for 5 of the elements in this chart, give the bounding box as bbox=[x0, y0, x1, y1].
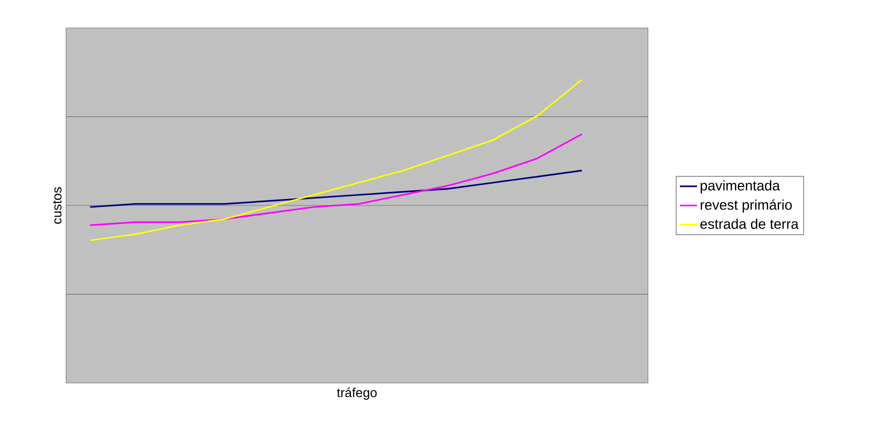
y-axis-title: custos bbox=[52, 187, 62, 224]
legend-label: estrada de terra bbox=[700, 218, 799, 229]
legend-label: revest primário bbox=[700, 199, 792, 213]
x-axis-title: tráfego bbox=[336, 388, 377, 400]
legend-label: pavimentada bbox=[700, 180, 780, 194]
